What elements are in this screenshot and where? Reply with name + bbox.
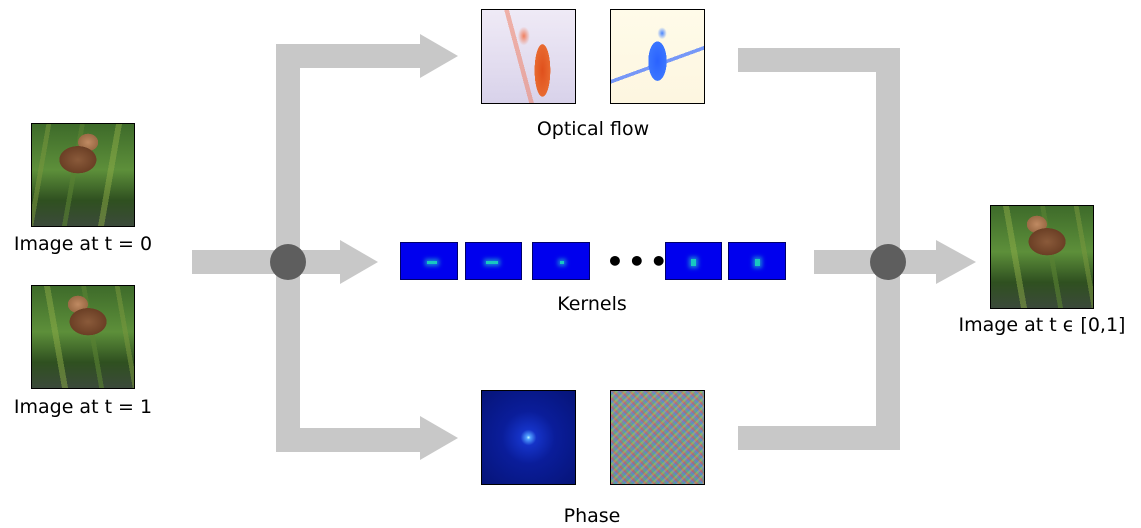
split-junction <box>270 244 306 280</box>
kernel-peak <box>427 261 437 264</box>
flow-arrow-head <box>420 34 458 78</box>
kernel-peak <box>755 259 760 266</box>
kernel-image-2 <box>465 242 522 280</box>
input-label-t1: Image at t = 1 <box>13 396 153 418</box>
kernel-image-3 <box>532 242 590 280</box>
phase-label: Phase <box>563 505 621 527</box>
optical-flow-image-1 <box>481 9 576 104</box>
flow-arrow-shaft <box>276 44 426 68</box>
kernel-peak <box>486 261 498 264</box>
input-image-t1 <box>31 285 135 389</box>
output-arrow-head <box>936 240 976 284</box>
input-label-t0: Image at t = 0 <box>13 233 153 255</box>
output-label: Image at t ϵ [0,1] <box>958 314 1126 336</box>
merge-junction <box>870 244 906 280</box>
phase-image-2 <box>610 390 705 485</box>
kernel-peak <box>691 259 696 266</box>
phase-merge-shaft <box>738 426 900 450</box>
kernel-image-5 <box>728 242 786 280</box>
optical-flow-label: Optical flow <box>536 118 650 140</box>
kernel-image-1 <box>400 242 458 280</box>
flow-merge-shaft <box>738 48 900 72</box>
kernel-image-4 <box>665 242 722 280</box>
phase-image-1 <box>481 390 576 485</box>
output-image <box>990 205 1094 309</box>
input-arrow-shaft <box>192 250 280 274</box>
input-image-t0 <box>31 123 135 227</box>
kernel-peak <box>560 261 564 264</box>
phase-arrow-shaft <box>276 428 426 452</box>
kernels-label: Kernels <box>557 293 627 315</box>
kernels-ellipsis: ••• <box>606 245 672 278</box>
phase-arrow-head <box>420 416 458 460</box>
optical-flow-image-2 <box>610 9 705 104</box>
kernels-arrow-head <box>340 240 378 284</box>
